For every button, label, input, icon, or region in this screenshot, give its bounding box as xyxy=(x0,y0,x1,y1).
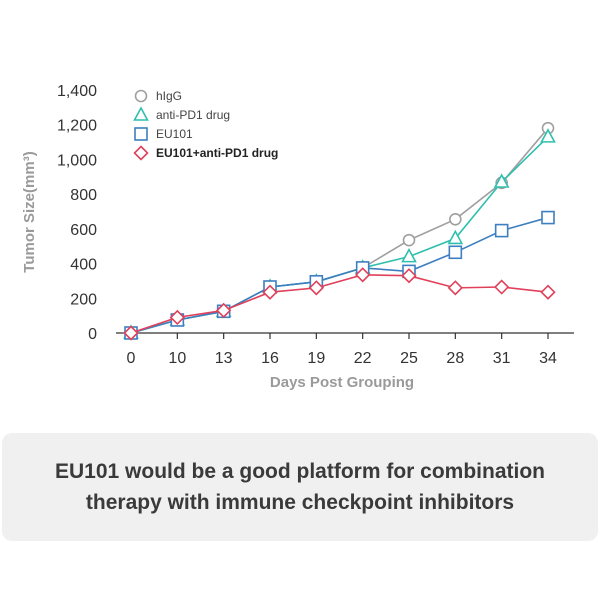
legend: hIgG anti-PD1 drug EU101 EU101+anti-PD1 dru… xyxy=(133,89,278,161)
data-point-anti-pd1-drug xyxy=(401,247,417,263)
y-tick-label: 1,400 xyxy=(57,83,97,100)
y-tick-label: 1,200 xyxy=(57,118,97,135)
data-point-eu101 xyxy=(494,223,509,238)
legend-item-higg: hIgG xyxy=(134,89,182,103)
series-eu101-anti-pd1-drug xyxy=(123,267,556,341)
x-tick-label: 16 xyxy=(261,350,279,367)
data-point-eu101-anti-pd1-drug xyxy=(123,325,139,341)
y-tick-label: 400 xyxy=(70,257,97,274)
data-point-eu101-anti-pd1-drug xyxy=(308,280,324,296)
data-point-anti-pd1-drug xyxy=(493,173,510,188)
x-tick-label: 28 xyxy=(446,350,464,367)
data-point-eu101-anti-pd1-drug xyxy=(447,280,463,296)
legend-item-anti-pd1-drug: anti-PD1 drug xyxy=(133,106,230,122)
data-point-higg xyxy=(402,233,416,247)
caption-text: EU101 would be a good platform for combi… xyxy=(54,460,546,514)
caption-box: EU101 would be a good platform for combi… xyxy=(2,433,598,541)
legend-label: anti-PD1 drug xyxy=(156,108,230,122)
data-point-eu101 xyxy=(541,210,555,225)
tumor-size-chart: 0 200 400 600 800 1,000 1,200 1,400 0 10 13 16 19 22… xyxy=(21,83,574,391)
x-tick-label: 25 xyxy=(400,350,418,367)
data-point-eu101-anti-pd1-drug xyxy=(169,309,185,326)
legend-item-eu101-anti-pd1-drug: EU101+anti-PD1 drug xyxy=(133,145,278,161)
series-eu101 xyxy=(124,210,555,340)
x-tick-label: 13 xyxy=(215,350,233,367)
y-tick-label: 600 xyxy=(70,222,97,239)
legend-item-eu101: EU101 xyxy=(134,127,193,141)
y-tick-label: 0 xyxy=(88,326,97,343)
data-point-anti-pd1-drug xyxy=(447,229,464,245)
y-axis-ticks: 0 200 400 600 800 1,000 1,200 1,400 xyxy=(57,83,97,343)
x-tick-label: 0 xyxy=(127,350,136,367)
x-tick-label: 31 xyxy=(493,350,511,367)
series-line-anti-pd1-drug xyxy=(130,136,549,334)
data-point-eu101-anti-pd1-drug xyxy=(355,267,371,283)
legend-marker-eu101 xyxy=(134,127,148,141)
legend-marker-anti-pd1-drug xyxy=(133,106,149,121)
x-axis-title: Days Post Grouping xyxy=(270,374,414,391)
y-tick-label: 1,000 xyxy=(57,152,97,169)
x-tick-label: 22 xyxy=(354,350,372,367)
legend-marker-eu101-anti-pd1-drug xyxy=(133,145,149,161)
y-axis-title: Tumor Size(mm³) xyxy=(21,151,38,272)
data-point-eu101-anti-pd1-drug xyxy=(401,268,417,284)
series-layer xyxy=(123,121,556,341)
data-point-eu101-anti-pd1-drug xyxy=(262,284,278,300)
legend-label: EU101 xyxy=(156,127,193,141)
legend-marker-higg xyxy=(134,89,148,103)
series-anti-pd1-drug xyxy=(123,128,556,339)
data-point-eu101-anti-pd1-drug xyxy=(540,284,556,300)
data-point-higg xyxy=(449,213,462,226)
x-tick-label: 10 xyxy=(168,350,186,367)
x-tick-label: 34 xyxy=(539,350,557,367)
x-tick-label: 19 xyxy=(307,350,325,367)
data-point-anti-pd1-drug xyxy=(540,128,556,143)
legend-label: hIgG xyxy=(156,89,182,103)
x-axis-ticks: 0 10 13 16 19 22 25 28 31 34 xyxy=(127,333,557,367)
data-point-eu101-anti-pd1-drug xyxy=(494,279,510,295)
legend-label: EU101+anti-PD1 drug xyxy=(156,146,278,160)
series-line-eu101-anti-pd1-drug xyxy=(130,274,549,334)
series-line-eu101 xyxy=(130,216,549,334)
y-tick-label: 200 xyxy=(70,291,97,308)
y-tick-label: 800 xyxy=(70,187,97,204)
data-point-eu101-anti-pd1-drug xyxy=(216,302,232,319)
data-point-eu101 xyxy=(448,245,463,260)
